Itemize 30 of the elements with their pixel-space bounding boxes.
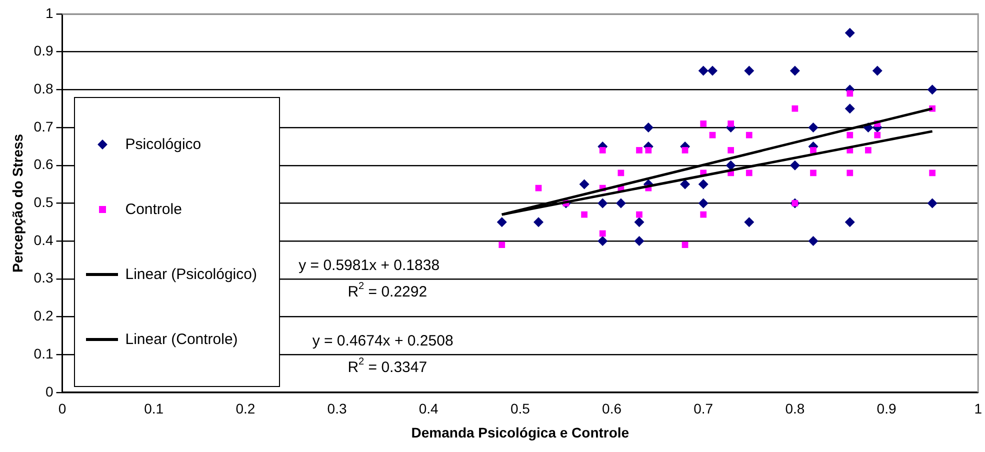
y-axis-title: Percepção do Stress — [9, 134, 26, 272]
x-tick-label: 0.1 — [144, 400, 164, 417]
x-tick-label: 1 — [974, 400, 982, 417]
x-tick-label: 0.9 — [876, 400, 896, 417]
annotation: y = 0.5981x + 0.1838 — [298, 256, 440, 274]
y-tick-label: 0 — [45, 383, 54, 400]
y-tick-label: 0.8 — [34, 80, 54, 97]
x-axis-title: Demanda Psicológica e Controle — [411, 424, 630, 440]
x-tick-label: 0.6 — [602, 400, 622, 417]
x-tick-label: 0.7 — [694, 400, 714, 417]
x-tick-label: 0 — [58, 400, 66, 417]
legend-label: Linear (Controle) — [125, 331, 238, 348]
y-tick-label: 0.1 — [34, 345, 54, 362]
y-tick-label: 0.5 — [34, 194, 54, 210]
legend-label: Linear (Psicológico) — [125, 266, 257, 284]
y-tick-label: 0.9 — [34, 42, 54, 59]
y-tick-label: 0.7 — [34, 118, 54, 134]
y-tick-label: 0.2 — [34, 308, 54, 324]
y-tick-label: 0.3 — [34, 270, 54, 286]
x-tick-label: 0.8 — [785, 400, 805, 417]
legend-label: Controle — [125, 201, 182, 218]
x-tick-label: 0.5 — [510, 400, 530, 417]
x-tick-label: 0.2 — [236, 400, 256, 417]
legend-label: Psicológico — [125, 136, 202, 154]
y-tick-label: 1 — [45, 4, 54, 21]
x-tick-label: 0.3 — [327, 400, 347, 417]
annotation: y = 0.4674x + 0.2508 — [312, 332, 454, 350]
x-tick-label: 0.4 — [418, 400, 439, 417]
y-tick-label: 0.6 — [34, 156, 54, 172]
y-tick-label: 0.4 — [34, 232, 54, 248]
